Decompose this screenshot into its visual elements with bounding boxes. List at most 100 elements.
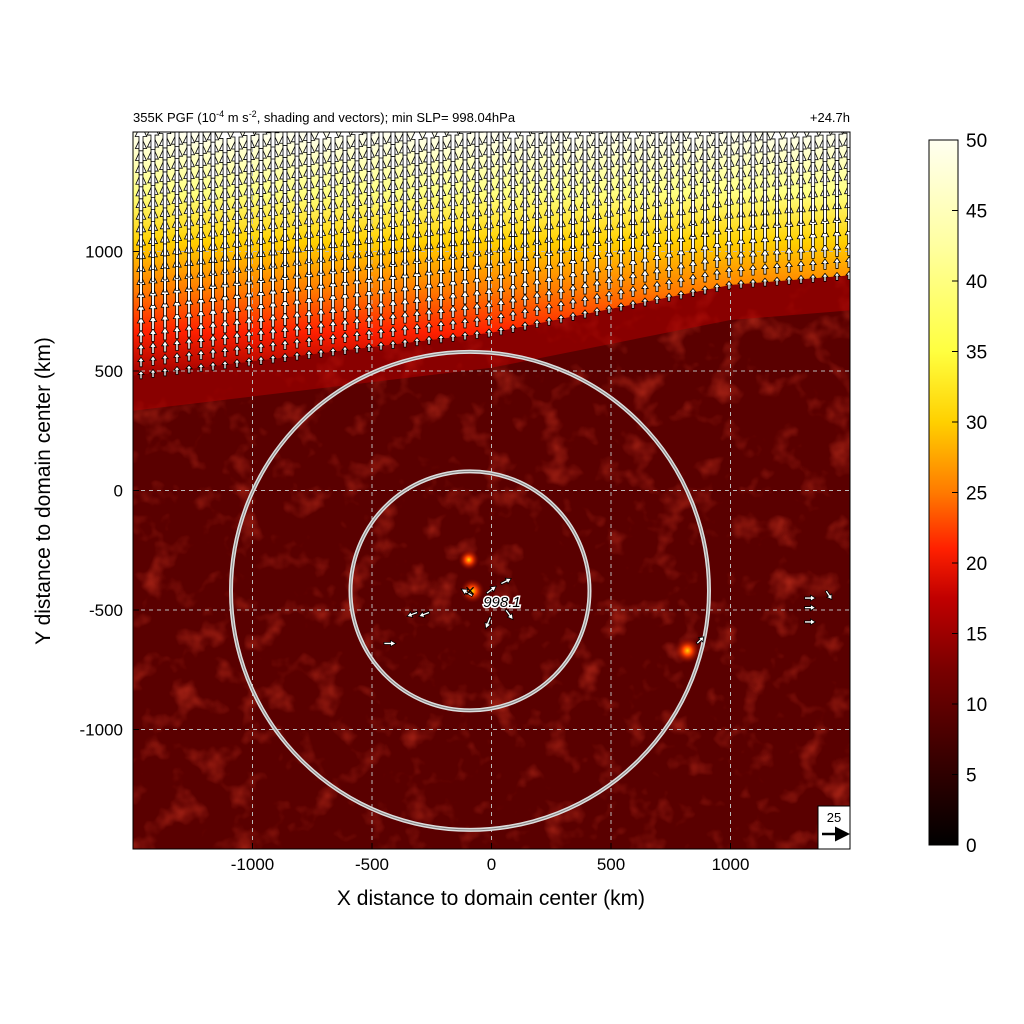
pgf-vector — [329, 333, 337, 345]
colorbar: 0 5 10 15 20 25 30 35 40 45 50 — [928, 131, 987, 857]
pgf-vector — [232, 249, 242, 272]
pgf-vector — [605, 304, 613, 314]
pgf-vector — [148, 341, 158, 354]
pgf-vector — [604, 276, 614, 290]
pgf-vector — [484, 244, 494, 266]
pgf-vector — [532, 262, 542, 281]
colorbar-tick-label: 10 — [966, 695, 987, 716]
pgf-vector — [328, 292, 338, 309]
pgf-vector — [580, 210, 590, 235]
pgf-vector — [701, 285, 709, 295]
pgf-vector — [316, 307, 326, 322]
plot-title: 355K PGF (10-4 m s-2, shading and vector… — [133, 109, 516, 125]
pgf-vector — [436, 292, 446, 308]
pgf-vector — [459, 220, 471, 245]
y-tick-label: 0 — [114, 482, 123, 501]
pgf-vector — [568, 269, 578, 285]
pgf-vector — [796, 216, 806, 236]
pgf-vector — [365, 329, 373, 340]
pgf-vector — [220, 237, 230, 262]
plot-area: × 998.1 — [133, 132, 850, 849]
pgf-vector — [341, 331, 349, 343]
pgf-vector — [209, 347, 217, 359]
pgf-vector — [676, 218, 686, 240]
pgf-vector — [245, 357, 253, 367]
pgf-vector — [424, 280, 434, 297]
pgf-vector — [616, 231, 626, 252]
pgf-vector — [520, 237, 530, 259]
pgf-vector — [256, 273, 266, 293]
pgf-vector — [244, 329, 254, 343]
pgf-vector — [521, 307, 529, 319]
pgf-vector — [364, 315, 374, 328]
pgf-vector — [569, 297, 577, 309]
pgf-vector — [292, 255, 302, 277]
pgf-vector — [845, 256, 850, 268]
pgf-vector — [316, 266, 326, 286]
pgf-vector — [604, 247, 614, 266]
pgf-vector — [256, 328, 266, 341]
pgf-vector — [244, 302, 254, 319]
reference-vector-key: 25 — [817, 805, 851, 850]
pgf-vector — [184, 268, 194, 290]
pgf-vector — [425, 335, 433, 345]
pgf-vector — [362, 132, 376, 148]
pgf-vector — [340, 263, 350, 283]
pgf-vector — [184, 309, 194, 326]
center-layer: × 998.1 — [465, 581, 523, 613]
pgf-vector — [364, 232, 374, 256]
pgf-vector — [148, 259, 158, 282]
pgf-vector — [664, 249, 674, 266]
pgf-vector — [483, 217, 495, 242]
pgf-vector — [316, 279, 326, 298]
pgf-vector — [473, 329, 481, 339]
pgf-vector — [244, 288, 254, 307]
pgf-vector — [376, 244, 386, 267]
pgf-vector — [544, 218, 554, 242]
pgf-vector — [172, 297, 182, 315]
min-slp-label: 998.1 — [483, 594, 521, 611]
pgf-vector — [484, 258, 494, 278]
pgf-vector — [556, 229, 566, 252]
pgf-vector — [161, 353, 169, 365]
pgf-vector — [460, 275, 470, 293]
pgf-vector — [233, 358, 241, 368]
pgf-vector — [797, 274, 805, 284]
pgf-vector — [232, 317, 242, 332]
pgf-vector — [208, 252, 218, 275]
colorbar-tick-label: 30 — [966, 413, 987, 434]
pgf-vector — [544, 274, 554, 290]
pgf-vector — [338, 132, 352, 151]
pgf-vector — [784, 217, 794, 237]
pgf-vector — [578, 132, 592, 151]
pgf-vector — [760, 219, 770, 239]
pgf-vector — [280, 284, 290, 302]
pgf-vector — [734, 132, 748, 145]
pgf-vector — [436, 237, 446, 260]
pgf-vector — [773, 276, 781, 286]
pgf-vector — [770, 132, 784, 154]
y-tick-label: -500 — [89, 601, 123, 620]
pgf-vector — [137, 370, 145, 380]
pgf-vector — [689, 287, 697, 297]
pgf-vector — [184, 296, 194, 314]
pgf-vector — [196, 281, 206, 301]
pgf-vector — [615, 202, 627, 228]
pgf-vector — [497, 312, 505, 324]
pgf-vector — [400, 310, 410, 324]
pgf-vector — [424, 252, 434, 273]
pgf-vector — [350, 132, 364, 150]
pgf-vector — [736, 250, 746, 265]
pgf-vector — [280, 325, 290, 338]
pgf-vector — [232, 262, 242, 284]
hotspot — [460, 578, 485, 604]
pgf-vector — [712, 254, 722, 269]
pgf-vector — [804, 594, 817, 602]
y-tick-label: -1000 — [80, 721, 123, 740]
pgf-vector — [556, 257, 566, 276]
pgf-vector — [316, 293, 326, 310]
pgf-vector — [695, 636, 705, 645]
pgf-vector — [494, 132, 508, 144]
pgf-vector — [352, 234, 362, 258]
pgf-vector — [221, 346, 229, 358]
